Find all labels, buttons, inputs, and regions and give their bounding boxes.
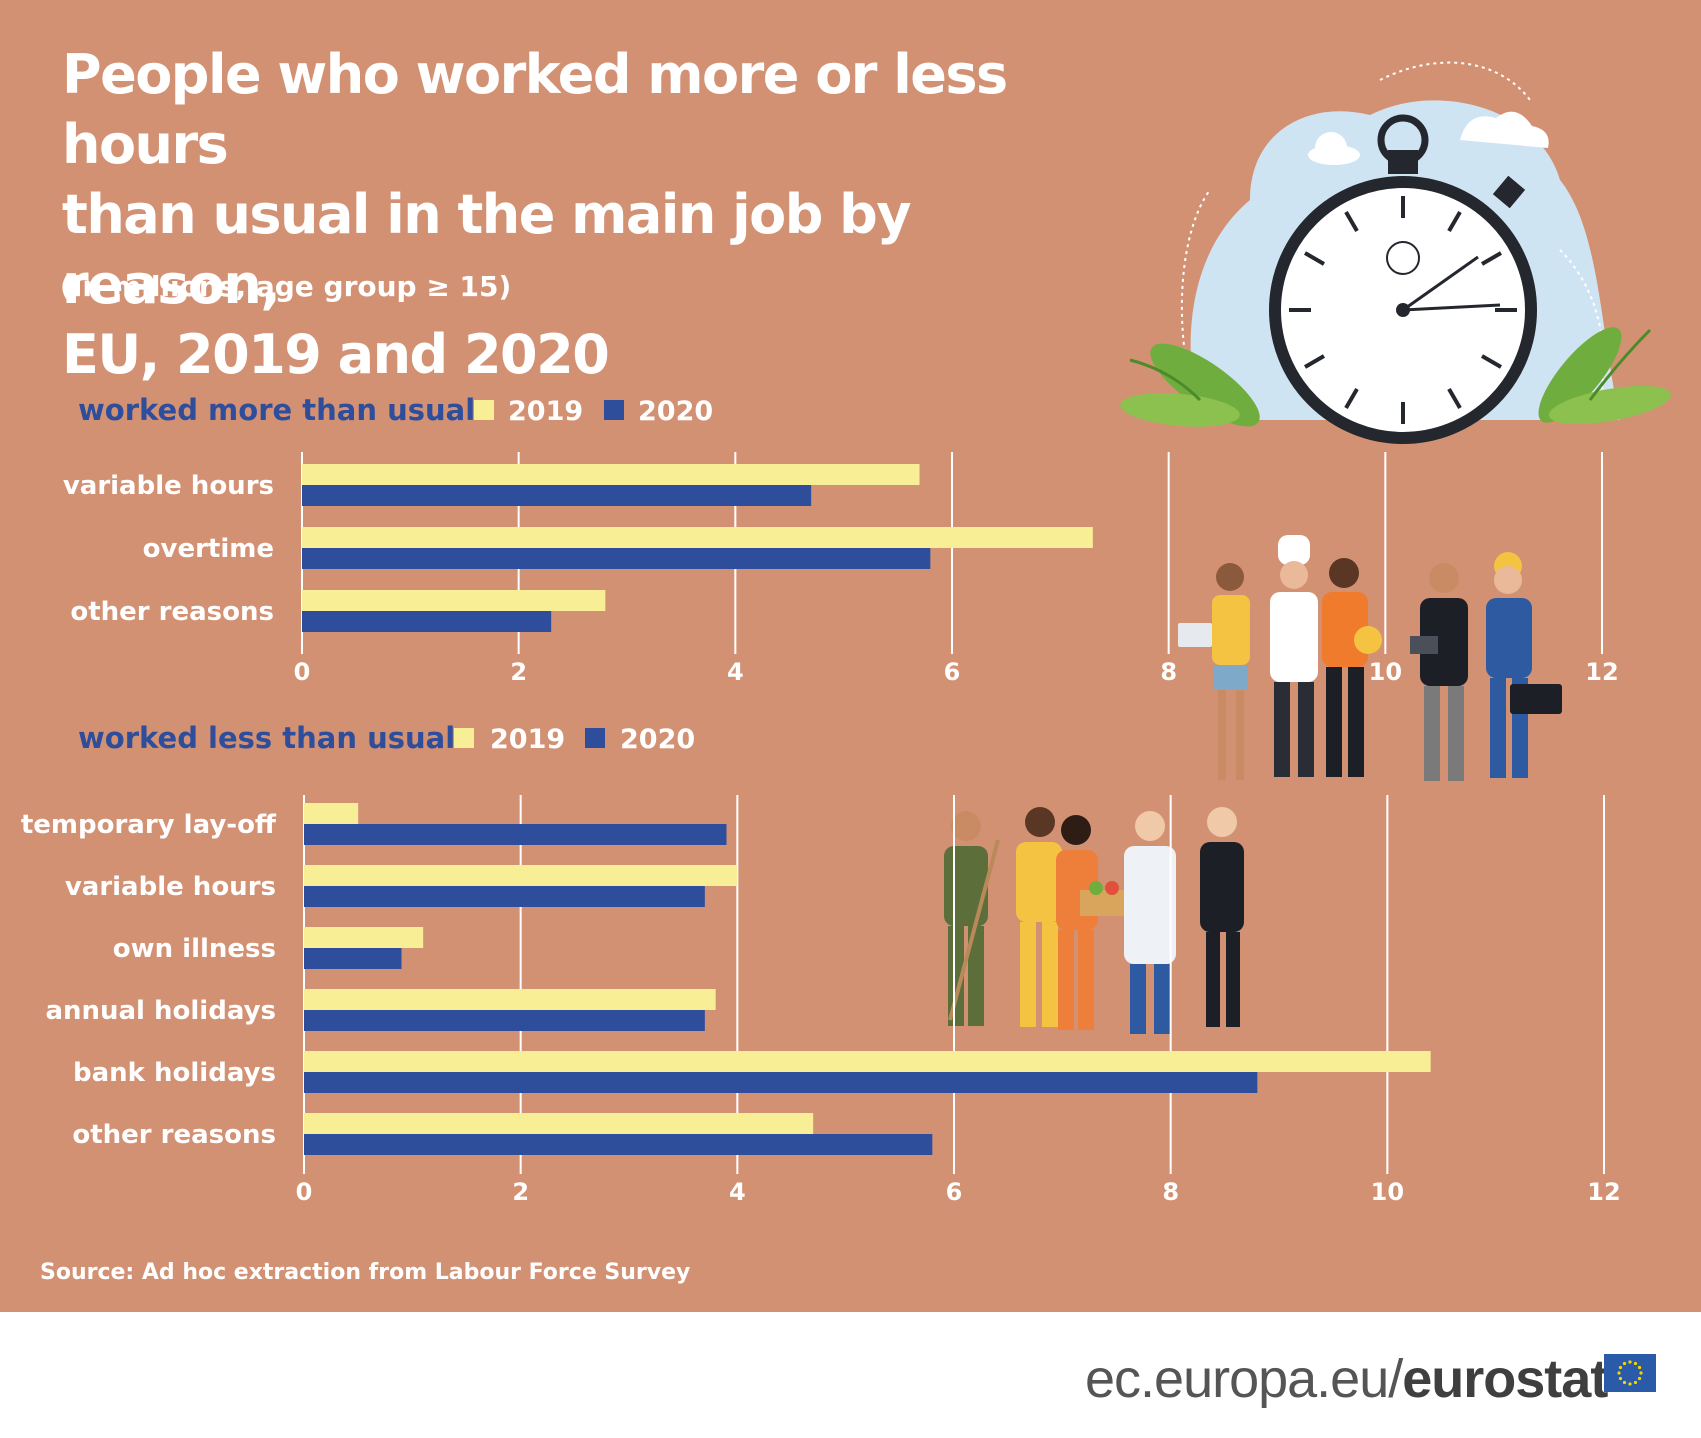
bars — [304, 803, 1431, 1155]
chart-less-title: worked less than usual — [78, 721, 455, 755]
person-icon — [1322, 558, 1382, 777]
category-label: temporary lay-off — [21, 810, 277, 840]
legend-swatch-2019 — [454, 728, 474, 748]
tick-label: 6 — [944, 658, 961, 686]
person-icon — [1178, 563, 1250, 780]
bar-2020 — [304, 1010, 705, 1031]
bar-2019 — [304, 1051, 1431, 1072]
bar-2019 — [302, 464, 920, 485]
chart-more: worked more than usual 2019 2020 variabl… — [63, 393, 1619, 686]
title-line: EU, 2019 and 2020 — [62, 323, 610, 386]
category-label: variable hours — [63, 471, 274, 501]
person-icon — [1056, 815, 1134, 1030]
workers-group-illustration — [1178, 535, 1562, 781]
brand-name: eurostat — [1402, 1349, 1608, 1409]
tick-labels: 0 2 4 6 8 10 12 — [296, 1178, 1621, 1206]
category-labels: temporary lay-off variable hours own illne… — [21, 810, 277, 1150]
bar-2019 — [304, 927, 424, 948]
subtitle: (in millions, age group ≥ 15) — [60, 270, 512, 303]
person-icon — [1016, 807, 1062, 1027]
category-label: other reasons — [72, 1120, 276, 1150]
title-line: than usual in the main job by reason, — [62, 183, 912, 316]
title-line: People who worked more or less hours — [62, 43, 1008, 176]
bar-2019 — [304, 1113, 814, 1134]
legend-label-2020: 2020 — [638, 396, 713, 427]
person-icon — [1124, 811, 1176, 1034]
brand-prefix: ec.europa.eu/ — [1085, 1349, 1403, 1409]
tick-label: 2 — [510, 658, 527, 686]
bar-2019 — [304, 989, 716, 1010]
gridlines — [303, 795, 1605, 1174]
footer-bar — [0, 1312, 1701, 1438]
tick-label: 4 — [727, 658, 744, 686]
category-label: overtime — [143, 534, 274, 564]
bar-2020 — [304, 948, 402, 969]
bar-2020 — [302, 611, 552, 632]
legend-label-2019: 2019 — [508, 396, 583, 427]
category-label: own illness — [113, 934, 276, 964]
illustrations — [944, 61, 1672, 1034]
eu-flag-icon — [1604, 1354, 1656, 1392]
tick-label: 8 — [1160, 658, 1177, 686]
bar-2020 — [304, 1134, 933, 1155]
category-label: other reasons — [70, 597, 274, 627]
legend-swatch-2020 — [585, 728, 605, 748]
tick-label: 10 — [1371, 1178, 1404, 1206]
chart-more-title: worked more than usual — [78, 393, 475, 427]
source-note: Source: Ad hoc extraction from Labour Fo… — [40, 1260, 691, 1285]
bar-2020 — [304, 1072, 1258, 1093]
chart-less: worked less than usual 2019 2020 tempora… — [21, 721, 1621, 1206]
person-icon — [1200, 807, 1244, 1027]
bar-2020 — [304, 886, 705, 907]
tick-label: 4 — [729, 1178, 746, 1206]
tick-label: 12 — [1585, 658, 1618, 686]
tick-labels: 0 2 4 6 8 10 12 — [294, 658, 1619, 686]
page-title: People who worked more or less hours tha… — [62, 40, 1062, 390]
bar-2019 — [302, 527, 1093, 548]
legend-swatch-2020 — [604, 400, 624, 420]
bar-2019 — [304, 803, 359, 824]
legend-label-2020: 2020 — [620, 724, 695, 755]
tick-label: 8 — [1162, 1178, 1179, 1206]
bar-2019 — [302, 590, 606, 611]
tick-label: 12 — [1587, 1178, 1620, 1206]
legend-label-2019: 2019 — [490, 724, 565, 755]
tick-label: 10 — [1369, 658, 1402, 686]
legend-swatch-2019 — [474, 400, 494, 420]
category-label: bank holidays — [73, 1058, 276, 1088]
tick-label: 6 — [946, 1178, 963, 1206]
workers-group-illustration — [944, 807, 1244, 1034]
category-labels: variable hours overtime other reasons — [63, 471, 274, 627]
bar-2020 — [304, 824, 727, 845]
category-label: variable hours — [65, 872, 276, 902]
person-icon — [1486, 552, 1562, 778]
category-label: annual holidays — [45, 996, 276, 1026]
tick-label: 2 — [512, 1178, 529, 1206]
person-icon — [1410, 563, 1468, 781]
bar-2020 — [302, 548, 931, 569]
stopwatch-illustration — [1120, 61, 1672, 444]
tick-label: 0 — [294, 658, 311, 686]
person-icon — [1270, 535, 1318, 777]
tick-label: 0 — [296, 1178, 313, 1206]
chart-area: worked more than usual 2019 2020 variabl… — [21, 393, 1621, 1206]
eurostat-logo[interactable]: ec.europa.eu/eurostat — [1085, 1348, 1608, 1410]
bar-2019 — [304, 865, 738, 886]
leaf-icon — [1120, 327, 1672, 427]
bar-2020 — [302, 485, 812, 506]
bars — [302, 464, 1093, 632]
